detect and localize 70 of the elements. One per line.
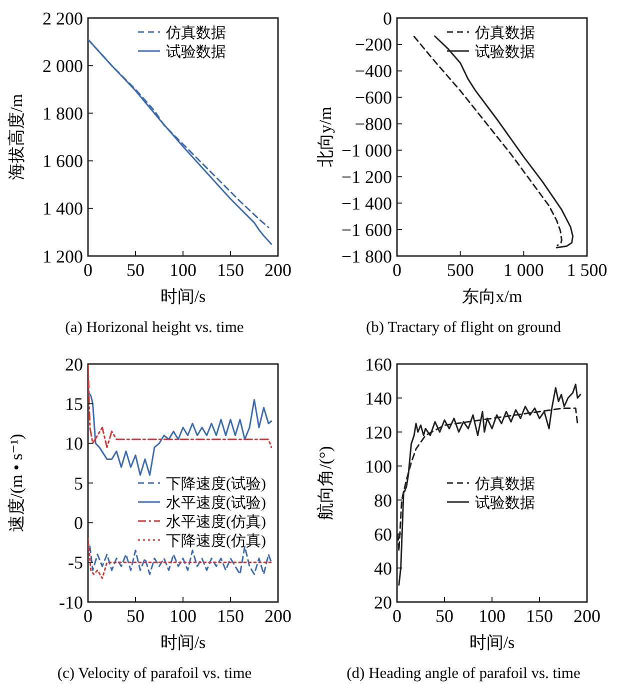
y-tick-label: 1 400 bbox=[42, 198, 83, 219]
y-tick-label: 120 bbox=[365, 422, 392, 442]
x-axis-title: 时间/s bbox=[469, 633, 515, 652]
y-tick-label: 20 bbox=[65, 354, 83, 374]
x-tick-label: 1 500 bbox=[566, 260, 608, 280]
x-tick-label: 200 bbox=[264, 606, 292, 626]
x-tick-label: 100 bbox=[170, 260, 196, 280]
y-tick-label: −400 bbox=[354, 61, 392, 82]
y-axis-title: 航向角/(°) bbox=[316, 446, 335, 520]
x-tick-label: 150 bbox=[217, 260, 244, 280]
x-axis-title: 时间/s bbox=[160, 633, 206, 652]
x-axis-title: 东向x/m bbox=[462, 287, 522, 306]
y-tick-label: 0 bbox=[74, 512, 83, 533]
y-tick-label: −600 bbox=[354, 88, 392, 108]
x-tick-label: 200 bbox=[574, 606, 600, 626]
text: (b) Tractary of flight on ground bbox=[366, 319, 562, 336]
y-tick-label: 1 800 bbox=[42, 104, 83, 124]
y-tick-label: 1 600 bbox=[42, 151, 83, 172]
legend-label: 仿真数据 bbox=[165, 24, 226, 42]
legend-label: 下降速度(试验) bbox=[166, 475, 266, 492]
legend-label: 水平速度(仿真) bbox=[166, 513, 266, 530]
y-axis-title: 海拔高度/m bbox=[7, 94, 26, 180]
x-tick-label: 150 bbox=[217, 606, 244, 626]
y-tick-label: 0 bbox=[383, 8, 392, 28]
x-tick-label: 100 bbox=[478, 606, 506, 626]
y-tick-label: 160 bbox=[365, 354, 392, 374]
y-tick-label: −1 000 bbox=[341, 140, 392, 161]
y-tick-label: 140 bbox=[365, 388, 392, 408]
y-tick-label: −200 bbox=[354, 34, 392, 55]
x-tick-label: 500 bbox=[446, 260, 474, 280]
y-tick-label: 60 bbox=[374, 524, 392, 544]
legend-label: 下降速度(仿真) bbox=[166, 532, 266, 550]
y-tick-label: 100 bbox=[365, 456, 392, 476]
text: (d) Heading angle of parafoil vs. time bbox=[346, 665, 580, 682]
y-axis-title: 北向y/m bbox=[316, 106, 335, 168]
y-tick-label: 2 200 bbox=[42, 8, 83, 28]
legend-label: 试验数据 bbox=[475, 494, 535, 512]
y-tick-label: −1 200 bbox=[341, 166, 392, 187]
x-tick-label: 50 bbox=[126, 606, 144, 626]
y-tick-label: −1 600 bbox=[341, 220, 392, 240]
x-axis-title: 时间/s bbox=[160, 287, 206, 306]
x-tick-label: 50 bbox=[126, 260, 144, 280]
x-tick-label: 200 bbox=[264, 260, 292, 280]
y-tick-label: 10 bbox=[65, 434, 83, 454]
y-tick-label: −800 bbox=[354, 114, 392, 134]
x-tick-label: 150 bbox=[526, 606, 553, 626]
legend-label: 仿真数据 bbox=[474, 475, 535, 492]
y-tick-label: 40 bbox=[374, 558, 392, 578]
y-tick-label: -5 bbox=[68, 552, 83, 573]
text: (c) Velocity of parafoil vs. time bbox=[57, 665, 252, 682]
y-tick-label: 2 000 bbox=[42, 56, 83, 76]
x-tick-label: 1 000 bbox=[503, 260, 544, 280]
legend-label: 水平速度(试验) bbox=[166, 494, 266, 512]
y-axis-title: 速度/(m • s⁻¹) bbox=[7, 434, 26, 532]
y-tick-label: -10 bbox=[59, 592, 83, 612]
y-tick-label: −1 400 bbox=[341, 193, 392, 214]
text: (a) Horizonal height vs. time bbox=[65, 319, 244, 336]
y-tick-label: −1 800 bbox=[341, 246, 392, 266]
legend-label: 试验数据 bbox=[166, 43, 226, 60]
x-tick-label: 100 bbox=[170, 606, 196, 626]
line-series bbox=[88, 363, 272, 448]
y-tick-label: 1 200 bbox=[42, 246, 83, 266]
y-tick-label: 15 bbox=[65, 394, 83, 414]
legend-label: 试验数据 bbox=[475, 43, 535, 60]
y-tick-label: 20 bbox=[374, 592, 392, 612]
line-series bbox=[88, 391, 272, 476]
y-tick-label: 5 bbox=[74, 473, 83, 494]
legend-label: 仿真数据 bbox=[474, 24, 535, 42]
x-tick-label: 50 bbox=[436, 606, 454, 626]
y-tick-label: 80 bbox=[374, 490, 392, 510]
